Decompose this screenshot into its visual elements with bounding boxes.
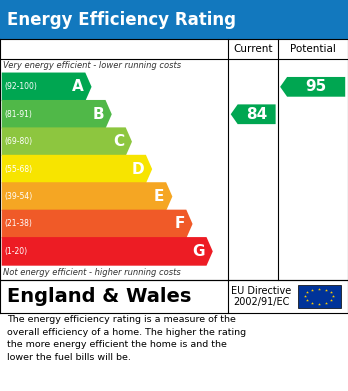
Polygon shape	[2, 73, 92, 101]
Text: 95: 95	[306, 79, 327, 94]
Polygon shape	[2, 155, 152, 183]
Text: 84: 84	[246, 107, 267, 122]
Text: 2002/91/EC: 2002/91/EC	[233, 297, 289, 307]
Bar	[0, 39, 348, 59]
Polygon shape	[231, 104, 276, 124]
Text: (69-80): (69-80)	[5, 137, 33, 146]
Text: (55-68): (55-68)	[5, 165, 33, 174]
Polygon shape	[2, 127, 132, 156]
Bar	[298, 285, 341, 308]
Polygon shape	[2, 182, 172, 211]
Text: Current: Current	[234, 44, 273, 54]
Text: A: A	[72, 79, 84, 94]
Text: D: D	[132, 161, 144, 177]
Text: C: C	[113, 134, 124, 149]
Text: G: G	[192, 244, 205, 259]
Text: Not energy efficient - higher running costs: Not energy efficient - higher running co…	[3, 268, 181, 277]
Text: Very energy efficient - lower running costs: Very energy efficient - lower running co…	[3, 61, 182, 70]
Text: (1-20): (1-20)	[5, 247, 27, 256]
Text: (92-100): (92-100)	[5, 83, 37, 91]
Polygon shape	[2, 100, 112, 129]
Polygon shape	[2, 237, 213, 266]
Text: B: B	[92, 107, 104, 122]
Text: England & Wales: England & Wales	[7, 287, 191, 306]
Polygon shape	[2, 210, 192, 238]
Text: (81-91): (81-91)	[5, 110, 32, 119]
Bar	[0, 0, 348, 39]
Text: (21-38): (21-38)	[5, 219, 32, 228]
Text: Energy Efficiency Rating: Energy Efficiency Rating	[7, 11, 236, 29]
Text: Potential: Potential	[290, 44, 336, 54]
Bar	[0, 280, 348, 313]
Polygon shape	[280, 77, 345, 97]
Text: The energy efficiency rating is a measure of the
overall efficiency of a home. T: The energy efficiency rating is a measur…	[7, 315, 246, 362]
Text: E: E	[154, 189, 164, 204]
Bar	[0, 39, 348, 280]
Text: EU Directive: EU Directive	[231, 287, 291, 296]
Text: F: F	[174, 217, 184, 231]
Text: (39-54): (39-54)	[5, 192, 33, 201]
